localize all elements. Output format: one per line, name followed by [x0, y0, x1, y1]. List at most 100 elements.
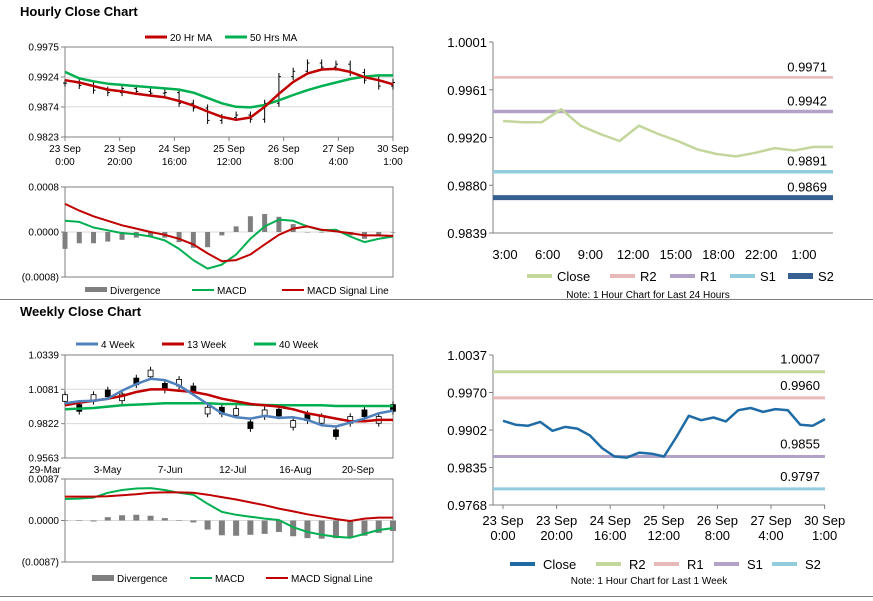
close1w-level-s1-label: 0.9855 [780, 436, 820, 451]
hourly-signal-line [64, 202, 394, 263]
close1w-xtick-label: 16:00 [594, 528, 627, 543]
weekly-legend-macd-label: MACD [215, 574, 244, 585]
weekly-signal-line [65, 491, 393, 522]
weekly-price-bar-body [290, 420, 297, 428]
hourly-price-xtick-label: 26 Sep [268, 144, 300, 155]
hourly-divergence-bar [247, 216, 253, 232]
weekly-wk13-line [64, 388, 393, 423]
close1w-xtick-label: 1:00 [812, 528, 837, 543]
hourly-price-xtick-label: 23 Sep [104, 144, 136, 155]
weekly-price-ytick-label: 0.9563 [28, 454, 59, 465]
close1w-xtick-label: 30 Sep [804, 513, 845, 528]
weekly-price-bar-body [204, 406, 211, 415]
close1w-ytick-label: 0.9970 [447, 386, 487, 401]
close24-legend-r1-label: R1 [700, 269, 717, 284]
hourly-price-ytick-label: 0.9823 [28, 133, 59, 144]
close1w-xtick-label: 4:00 [758, 528, 783, 543]
close1w-legend-close-label: Close [543, 557, 576, 572]
weekly-divergence-bar [233, 520, 240, 536]
hourly-price-xtick-label: 27 Sep [322, 144, 354, 155]
close24-ytick-label: 0.9839 [447, 226, 487, 241]
weekly-divergence-bar [147, 515, 154, 521]
hourly-divergence-bar [276, 216, 282, 232]
weekly-legend-signal-label: MACD Signal Line [291, 574, 373, 585]
close24-legend-r2-label: R2 [640, 269, 657, 284]
close1w-ytick-label: 0.9835 [447, 461, 487, 476]
hourly-price-xtick-label: 23 Sep [49, 144, 81, 155]
weekly-divergence-bar [332, 520, 339, 539]
weekly-price-xtick-label: 29-Mar [29, 465, 61, 476]
weekly-divergence-bar [247, 520, 254, 535]
close24-xtick-label: 18:00 [702, 247, 735, 262]
close24-xtick-label: 9:00 [578, 247, 603, 262]
hourly-ma50-line [64, 70, 393, 109]
hourly-price-xtick-label: 25 Sep [213, 144, 245, 155]
weekly-price-xtick-label: 16-Aug [279, 465, 311, 476]
close24-level-s1-label: 0.9891 [787, 154, 827, 169]
weekly-price-ytick-label: 0.9822 [28, 419, 59, 430]
close1w-ytick-label: 0.9768 [447, 498, 487, 513]
weekly-wk4-line [64, 377, 394, 428]
weekly-divergence-bar [390, 520, 396, 531]
weekly-divergence-bar [304, 520, 311, 539]
hourly-divergence-bar [176, 232, 182, 243]
hourly-price-xtick-label: 24 Sep [158, 144, 190, 155]
hourly-price-xtick-label: 12:00 [216, 157, 241, 168]
weekly-divergence-bar [90, 520, 97, 522]
weekly-divergence-bar [190, 520, 197, 523]
close1w-close-line [502, 406, 826, 459]
bottom-divider [0, 596, 873, 597]
weekly-price-xtick-label: 12-Jul [219, 465, 246, 476]
hourly-title: Hourly Close Chart [20, 4, 138, 19]
close1w-xtick-label: 12:00 [648, 528, 681, 543]
hourly-divergence-bar [76, 232, 82, 244]
close24-level-r1-label: 0.9942 [787, 94, 827, 109]
weekly-divergence-bar [318, 520, 325, 539]
hourly-price-xtick-label: 4:00 [329, 157, 349, 168]
hourly-price-xtick-label: 30 Sep [377, 144, 409, 155]
weekly-divergence-bar [176, 520, 183, 521]
weekly-price-xtick-label: 3-May [94, 465, 122, 476]
hourly-price-ytick-label: 0.9975 [28, 43, 59, 54]
weekly-macd-ytick-label: 0.0000 [28, 516, 59, 527]
close24-xtick-label: 1:00 [791, 247, 816, 262]
hourly-price-xtick-label: 1:00 [383, 157, 403, 168]
hourly-legend-divergence-swatch [85, 287, 107, 292]
weekly-divergence-bar [119, 515, 126, 521]
close1w-ytick-label: 0.9902 [447, 423, 487, 438]
hourly-macd-ytick-label: 0.0000 [28, 228, 59, 239]
weekly-price-bar-body [247, 421, 254, 429]
weekly-divergence-bar [275, 520, 282, 532]
weekly-divergence-bar [133, 514, 140, 521]
hourly-legend-ma50-label: 50 Hrs MA [250, 33, 298, 44]
hourly-divergence-bar [262, 214, 268, 232]
weekly-macd-ytick-label: (0.0087) [22, 558, 59, 569]
close1w-note: Note: 1 Hour Chart for Last 1 Week [571, 576, 729, 587]
weekly-divergence-bar [261, 520, 268, 534]
close1w-xtick-label: 26 Sep [697, 513, 738, 528]
weekly-price-bar-body [361, 409, 368, 417]
hourly-legend-signal-label: MACD Signal Line [307, 286, 389, 297]
hourly-divergence-bar [304, 232, 310, 233]
close24-legend-s1-label: S1 [760, 269, 776, 284]
close1w-xtick-label: 27 Sep [750, 513, 791, 528]
weekly-divergence-bar [104, 517, 111, 521]
hourly-divergence-bar [62, 232, 68, 249]
hourly-divergence-bar [119, 232, 125, 240]
weekly-legend-wk4-label: 4 Week [101, 340, 136, 351]
weekly-price-bar-body [233, 408, 240, 416]
weekly-title: Weekly Close Chart [20, 304, 142, 319]
close24-xtick-label: 15:00 [660, 247, 693, 262]
close24-xtick-label: 22:00 [745, 247, 778, 262]
hourly-price-xtick-label: 20:00 [107, 157, 132, 168]
hourly-divergence-bar [233, 226, 239, 232]
weekly-price-bar-body [104, 389, 111, 398]
close24-xtick-label: 3:00 [492, 247, 517, 262]
close24-xtick-label: 6:00 [535, 247, 560, 262]
section-divider [0, 299, 873, 300]
weekly-price-bar-body [276, 408, 282, 417]
weekly-price-bar-body [147, 369, 154, 378]
close1w-xtick-label: 0:00 [490, 528, 515, 543]
weekly-legend-wk13-label: 13 Week [187, 340, 227, 351]
